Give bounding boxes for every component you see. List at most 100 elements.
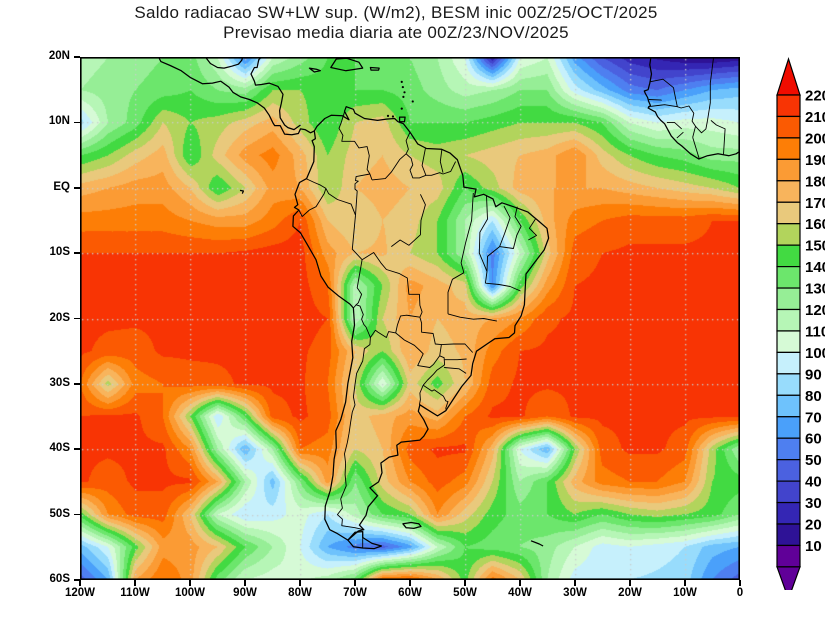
country-border-path (370, 329, 396, 338)
coastline-path (330, 57, 364, 72)
coastline-path (250, 57, 301, 131)
country-border-path (486, 205, 511, 272)
country-border-path (649, 78, 675, 94)
country-border-path (353, 259, 363, 309)
country-border-path (444, 358, 467, 361)
colorbar-cell (776, 351, 801, 375)
country-border-path (528, 218, 537, 241)
country-border-path (405, 153, 457, 179)
colorbar-level-label: 110 (805, 323, 825, 340)
colorbar-level-label: 50 (805, 452, 822, 469)
colorbar-level-label: 210 (805, 109, 825, 126)
y-axis-tick-label: 20N (48, 50, 70, 62)
country-border-path (460, 192, 474, 273)
colorbar-level-label: 160 (805, 216, 825, 233)
x-axis-tick (189, 580, 191, 586)
colorbar-level-label: 30 (805, 495, 822, 512)
chart-subtitle: Previsao media diaria ate 00Z/23/NOV/202… (223, 23, 569, 42)
colorbar-level-label: 80 (805, 388, 822, 405)
colorbar-cell (776, 115, 801, 139)
y-axis-tick-label: 30S (49, 376, 70, 389)
colorbar-level-label: 140 (805, 259, 825, 276)
coastline-path (643, 57, 740, 160)
colorbar-cell (776, 244, 801, 268)
colorbar-cell (776, 330, 801, 354)
y-axis-tick (74, 579, 80, 581)
x-axis-tick (464, 580, 466, 586)
colorbar-level-label: 170 (805, 195, 825, 212)
colorbar-level-label: 200 (805, 130, 825, 147)
country-border-path (478, 195, 488, 284)
country-border-path (439, 149, 444, 173)
x-axis-tick (684, 580, 686, 586)
y-axis-tick (74, 448, 80, 451)
x-axis-tick (79, 580, 81, 586)
colorbar-level-label: 60 (805, 431, 822, 448)
colorbar-cell (776, 544, 801, 568)
colorbar-level-label: 70 (805, 409, 822, 426)
y-axis-tick (74, 121, 80, 124)
colorbar-arrow-below (776, 566, 801, 590)
x-axis-tick (739, 580, 741, 586)
coastline-path (204, 57, 244, 69)
colorbar-cell (776, 137, 801, 160)
colorbar-level-label: 180 (805, 173, 825, 190)
x-axis-tick-label: 20W (618, 587, 642, 599)
country-border-path (355, 304, 371, 338)
map-plot-area (80, 57, 740, 580)
country-border-path (422, 384, 449, 411)
x-axis-tick (354, 580, 356, 586)
y-axis-tick (74, 317, 80, 320)
y-axis-tick-label: EQ (53, 180, 70, 193)
colorbar-level-label: 10 (805, 538, 822, 555)
x-axis-tick (299, 580, 301, 586)
y-axis-tick-label: 40S (49, 442, 70, 455)
coastline-path (347, 530, 383, 550)
x-axis-tick (244, 580, 246, 586)
country-border-path (395, 314, 420, 333)
x-axis-tick-label: 70W (343, 587, 367, 599)
colorbar-level-label: 130 (805, 281, 825, 298)
country-border-path (305, 178, 327, 189)
country-border-path (371, 153, 407, 181)
country-border-path (695, 120, 708, 134)
country-border-path (710, 120, 726, 155)
colorbar-cell (776, 180, 801, 203)
y-axis-tick-label: 10S (49, 246, 70, 259)
country-border-path (692, 137, 700, 160)
country-border-path (421, 148, 427, 176)
country-border-path (447, 313, 497, 322)
field-canvas (80, 57, 740, 580)
colorbar-level-label: 20 (805, 517, 822, 534)
x-axis-tick (519, 580, 521, 586)
x-axis-tick-label: 100W (174, 587, 206, 599)
colorbar-cell (776, 373, 801, 396)
country-border-path (354, 173, 370, 216)
x-axis-tick-label: 90W (233, 587, 257, 599)
colorbar-cell (776, 437, 801, 461)
country-border-path (447, 272, 465, 314)
country-border-path (325, 188, 356, 216)
coastline-path (530, 540, 544, 547)
colorbar-level-label: 150 (805, 238, 825, 255)
x-axis-tick (409, 580, 411, 586)
country-border-path (361, 252, 423, 318)
x-axis-tick (574, 580, 576, 586)
country-border-path (648, 99, 662, 101)
map-frame (80, 57, 740, 580)
colorbar-cell (776, 459, 801, 482)
x-axis-tick-label: 60W (398, 587, 422, 599)
x-axis-tick-label: 50W (453, 587, 477, 599)
country-border-path (422, 355, 446, 386)
y-axis-tick (74, 186, 80, 189)
colorbar-cell (776, 158, 801, 182)
coastline-path (402, 521, 422, 530)
island-dot (386, 114, 390, 117)
colorbar-cell (776, 201, 801, 225)
colorbar: 220 210 200 190 180 170 160 150 140 130 120 110 100 9… (776, 57, 825, 590)
chart-title: Saldo radiacao SW+LW sup. (W/m2), BESM i… (134, 3, 658, 22)
island-dot (391, 115, 395, 118)
x-axis-tick-label: 80W (288, 587, 312, 599)
country-border-path (485, 282, 521, 292)
